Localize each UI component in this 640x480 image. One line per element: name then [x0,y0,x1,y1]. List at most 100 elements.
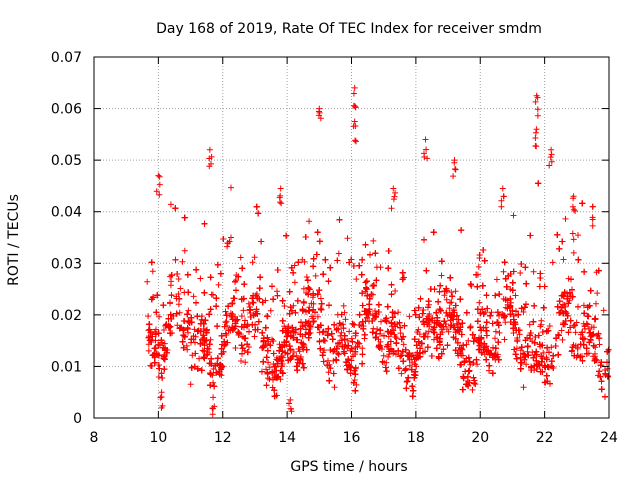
data-point [244,349,251,356]
data-point [295,259,302,266]
data-point [362,241,369,248]
data-point [413,342,420,349]
data-point [513,308,519,315]
data-point [598,359,605,366]
data-point [389,309,396,316]
data-point [364,314,371,321]
data-point [377,338,384,345]
data-point [292,309,299,316]
data-point [469,386,476,393]
data-point [290,335,297,341]
data-point [549,259,556,266]
data-point [279,297,286,304]
data-point [180,344,187,351]
data-point [188,365,195,371]
data-point [458,331,465,338]
data-point [160,327,167,333]
data-point [406,313,413,320]
data-point [344,235,351,242]
data-point [155,330,162,337]
data-point [346,363,353,369]
data-point [539,342,546,349]
data-point [538,317,545,324]
data-point [459,386,466,393]
data-point [288,264,295,271]
data-point [571,322,578,329]
data-point [265,359,272,366]
data-point [546,323,553,329]
data-point [214,355,221,362]
data-point [277,344,284,351]
data-point [245,300,252,307]
data-point [440,346,447,353]
data-point [206,341,213,348]
data-point [242,359,249,366]
data-point [260,337,267,344]
data-point [512,292,519,299]
data-point [585,313,592,320]
data-point [526,321,533,328]
data-point [476,339,483,346]
data-point [414,329,421,335]
data-point [264,370,271,377]
data-point [544,344,551,351]
data-point [402,367,409,374]
data-point [478,334,485,341]
data-point [222,319,229,326]
data-point [363,286,370,293]
data-point [192,350,199,357]
data-point [396,319,403,326]
data-point [259,344,266,351]
data-point [200,332,207,339]
data-point [474,318,481,325]
data-point [440,323,447,330]
data-point [366,295,373,302]
data-point [210,291,216,298]
data-point [189,352,196,359]
data-point [597,373,604,380]
data-point [161,340,168,347]
data-point [282,349,289,356]
data-point [312,272,319,279]
data-point [400,274,407,281]
data-point [152,345,159,352]
data-point [223,312,230,319]
data-point [207,382,214,389]
data-point [411,336,418,343]
data-point [179,338,186,345]
data-point [535,332,542,339]
data-point [310,263,317,270]
data-point [426,311,433,317]
data-point [533,366,540,372]
data-point [473,271,480,278]
data-point [431,336,437,343]
data-point [592,356,599,363]
data-point [328,330,335,337]
data-point [264,347,271,354]
data-point [359,256,366,263]
data-point [155,341,162,348]
data-point [446,305,453,312]
data-point [192,339,198,346]
data-point [502,296,509,303]
data-point [177,285,184,292]
data-point [414,349,421,356]
data-point [320,337,327,344]
data-point [397,324,404,331]
data-point [184,311,191,318]
data-point [253,306,260,313]
data-point [570,249,577,256]
data-point [314,313,321,320]
data-point [587,336,594,343]
data-point [179,258,186,265]
data-point [308,300,315,307]
data-point [579,200,586,207]
data-point [218,332,225,339]
data-point [474,361,481,368]
data-point [259,299,266,306]
data-point [443,326,450,333]
data-point [181,214,188,221]
data-point [520,384,527,391]
data-point [531,362,538,369]
data-point [145,313,152,320]
